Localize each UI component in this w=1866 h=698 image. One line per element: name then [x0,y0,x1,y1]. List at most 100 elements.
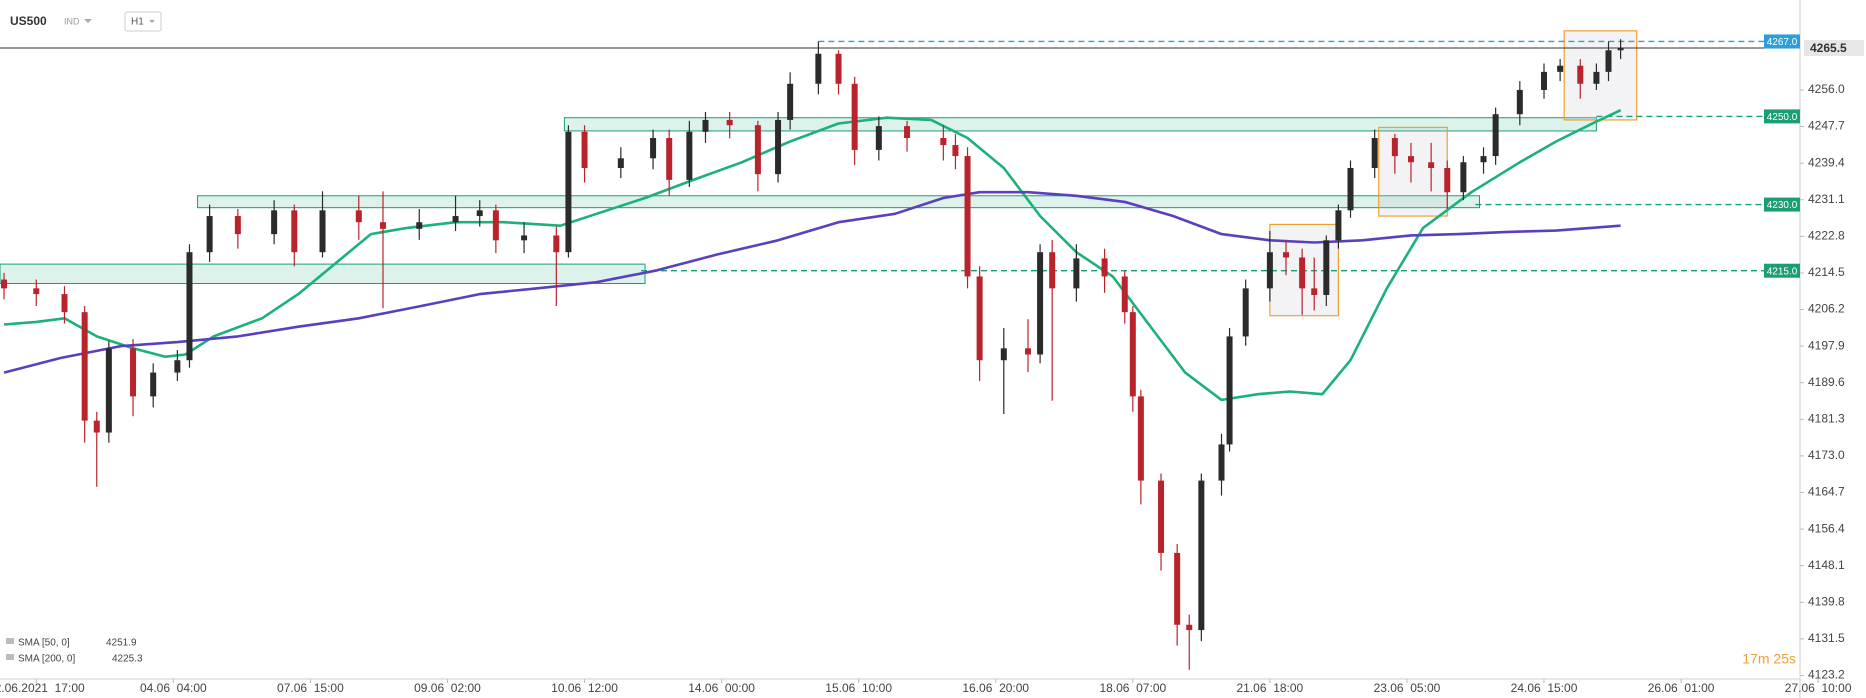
sma-line [3,109,1622,402]
candle-body [1371,138,1378,168]
dropdown-arrow[interactable] [149,20,155,23]
candle-body [93,420,100,433]
candle-body [726,119,733,126]
candle-body [754,125,761,175]
legend-icon[interactable] [6,638,14,644]
y-tick-label: 4181.3 [1808,411,1845,425]
candle-body [1101,258,1108,277]
candle-body [1266,252,1273,289]
candle-body [835,53,842,84]
y-tick-label: 4131.5 [1808,631,1845,645]
candle-body [1428,162,1435,168]
candle-body [1174,552,1181,625]
y-tick-label: 4239.4 [1808,155,1845,169]
candle-timer: 17m 25s [1742,651,1796,667]
zone [563,117,1597,132]
candle-body [234,216,241,235]
y-tick-label: 4164.7 [1808,485,1845,499]
candle-body [904,126,911,139]
candle-body [1198,480,1205,631]
candle-body [1407,156,1414,163]
candle-body [1323,240,1330,295]
candle-body [581,131,588,168]
highlight-box [1378,126,1448,217]
level-label-box [1764,34,1800,49]
candle-body [452,216,459,223]
candle-body [33,288,40,295]
y-tick-label: 4222.8 [1808,228,1845,242]
instrument-type[interactable]: IND [64,16,80,26]
level-label-box [1764,263,1800,278]
candle-body [1299,257,1306,289]
candle-body [150,372,157,397]
last-price-label: 4265.5 [1810,41,1847,55]
level-label-box [1764,109,1800,124]
x-tick-label: 15.06 10:00 [825,681,892,695]
candle-body [1347,167,1354,211]
y-tick-label: 4206.2 [1808,302,1845,316]
candle-body [952,145,959,157]
candle-body [1605,50,1612,72]
candle-body [702,119,709,132]
candle-body [1492,114,1499,157]
candle-body [565,131,572,253]
candle-body [206,216,213,253]
candle-body [1460,162,1467,193]
candle-body [1037,252,1044,355]
x-tick-label: 24.06 15:00 [1511,681,1578,695]
candle-body [1073,258,1080,289]
x-tick-label: 21.06 18:00 [1237,681,1304,695]
legend-value: 4225.3 [112,654,143,665]
dropdown-arrow[interactable] [84,19,92,23]
candle-body [1242,288,1249,337]
symbol[interactable]: US500 [10,14,47,28]
legend-icon[interactable] [6,654,14,660]
legend-value: 4251.9 [106,638,137,649]
candle-body [492,210,499,241]
candle-body [1186,624,1193,631]
x-tick-label: 23.06 05:00 [1374,681,1441,695]
candle-body [940,138,947,146]
candle-body [1024,348,1031,355]
x-tick-label: 04.06 04:00 [140,681,207,695]
candle-body [1516,89,1523,115]
candle-body [355,210,362,223]
candle-body [1557,65,1564,72]
x-tick-label: 02.06.2021 17:00 [0,681,85,695]
candle-body [130,348,137,397]
y-tick-label: 4139.8 [1808,594,1845,608]
last-price-box [1804,40,1864,57]
candle-body [1311,288,1318,295]
candle-body [174,360,181,373]
x-tick-label: 09.06 02:00 [414,681,481,695]
candle-body [1541,71,1548,90]
candle-body [521,235,528,241]
y-tick-label: 4197.9 [1808,338,1845,352]
timeframe[interactable]: H1 [131,17,144,28]
candle-body [1129,312,1136,397]
y-tick-label: 4173.0 [1808,448,1845,462]
sma-line [3,190,1621,374]
candle-body [815,53,822,84]
level-label-box [1764,197,1800,212]
x-tick-label: 14.06 00:00 [688,681,755,695]
candle-body [1283,252,1290,258]
candle-body [775,119,782,175]
y-tick-label: 4123.2 [1808,668,1845,682]
candle-body [1391,138,1398,157]
candle-body [976,276,983,361]
candle-body [1593,71,1600,84]
candle-body [416,222,423,229]
plot-area [0,30,1800,670]
y-tick-label: 4214.5 [1808,265,1845,279]
candle-body [319,210,326,253]
timeframe-box[interactable] [124,11,162,32]
x-tick-label: 16.06 20:00 [962,681,1029,695]
zone [197,195,1481,209]
candle-body [553,235,560,253]
candle-body [291,210,298,253]
y-tick-label: 4189.6 [1808,375,1845,389]
x-tick-label: 07.06 15:00 [277,681,344,695]
candle-body [186,252,193,361]
